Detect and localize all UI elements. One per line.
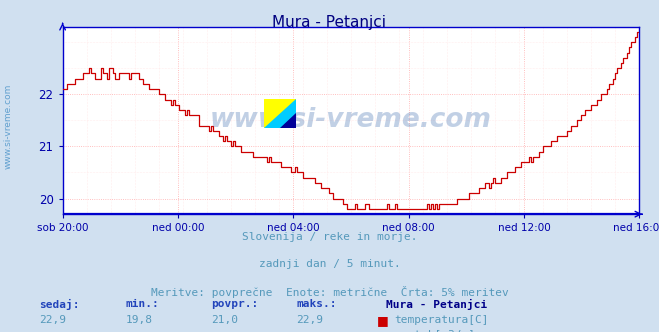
Text: 21,0: 21,0 xyxy=(211,315,238,325)
Text: maks.:: maks.: xyxy=(297,299,337,309)
Text: povpr.:: povpr.: xyxy=(211,299,258,309)
Text: Slovenija / reke in morje.: Slovenija / reke in morje. xyxy=(242,232,417,242)
Text: -nan: -nan xyxy=(125,330,152,332)
Text: 22,9: 22,9 xyxy=(40,315,67,325)
Text: www.si-vreme.com: www.si-vreme.com xyxy=(210,107,492,133)
Text: -nan: -nan xyxy=(211,330,238,332)
Text: 19,8: 19,8 xyxy=(125,315,152,325)
Text: zadnji dan / 5 minut.: zadnji dan / 5 minut. xyxy=(258,259,401,269)
Polygon shape xyxy=(264,99,296,128)
Text: www.si-vreme.com: www.si-vreme.com xyxy=(4,83,13,169)
Text: Mura - Petanjci: Mura - Petanjci xyxy=(386,299,487,310)
Text: sedaj:: sedaj: xyxy=(40,299,80,310)
Text: ■: ■ xyxy=(377,314,389,327)
Text: Mura - Petanjci: Mura - Petanjci xyxy=(273,15,386,30)
Text: pretok[m3/s]: pretok[m3/s] xyxy=(394,330,475,332)
Text: ■: ■ xyxy=(377,329,389,332)
Text: 22,9: 22,9 xyxy=(297,315,324,325)
Text: -nan: -nan xyxy=(297,330,324,332)
Text: Meritve: povprečne  Enote: metrične  Črta: 5% meritev: Meritve: povprečne Enote: metrične Črta:… xyxy=(151,286,508,297)
Polygon shape xyxy=(264,99,296,128)
Text: -nan: -nan xyxy=(40,330,67,332)
Text: min.:: min.: xyxy=(125,299,159,309)
Text: temperatura[C]: temperatura[C] xyxy=(394,315,488,325)
Polygon shape xyxy=(280,114,296,128)
